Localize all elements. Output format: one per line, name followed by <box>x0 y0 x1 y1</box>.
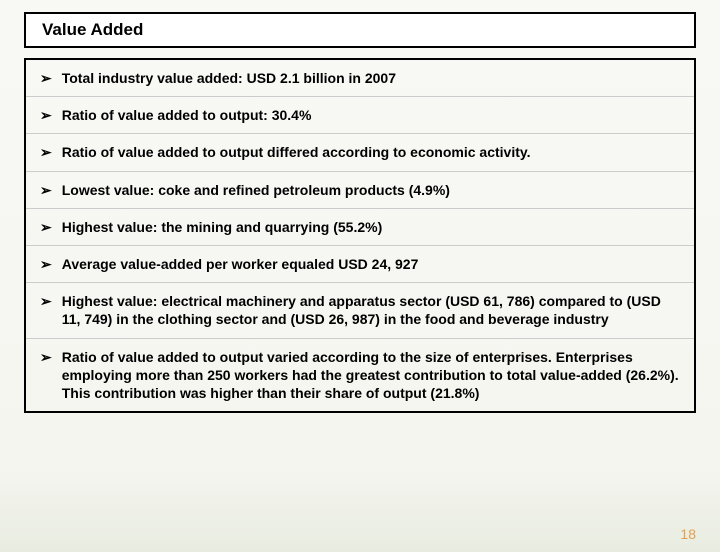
content-box: ➢ Total industry value added: USD 2.1 bi… <box>24 58 696 413</box>
bullet-glyph-icon: ➢ <box>40 181 52 199</box>
bullet-glyph-icon: ➢ <box>40 218 52 236</box>
bullet-item: ➢ Ratio of value added to output differe… <box>26 134 694 171</box>
bullet-text: Ratio of value added to output varied ac… <box>62 348 680 403</box>
bullet-text: Lowest value: coke and refined petroleum… <box>62 181 450 199</box>
bullet-text: Highest value: the mining and quarrying … <box>62 218 383 236</box>
bullet-item: ➢ Highest value: electrical machinery an… <box>26 283 694 338</box>
bullet-item: ➢ Highest value: the mining and quarryin… <box>26 209 694 246</box>
bullet-text: Total industry value added: USD 2.1 bill… <box>62 69 396 87</box>
bullet-glyph-icon: ➢ <box>40 348 52 366</box>
bullet-text: Average value-added per worker equaled U… <box>62 255 419 273</box>
title-box: Value Added <box>24 12 696 48</box>
bullet-glyph-icon: ➢ <box>40 106 52 124</box>
bullet-item: ➢ Ratio of value added to output: 30.4% <box>26 97 694 134</box>
bullet-item: ➢ Lowest value: coke and refined petrole… <box>26 172 694 209</box>
bullet-glyph-icon: ➢ <box>40 143 52 161</box>
bullet-text: Ratio of value added to output differed … <box>62 143 531 161</box>
bullet-item: ➢ Total industry value added: USD 2.1 bi… <box>26 60 694 97</box>
bullet-text: Ratio of value added to output: 30.4% <box>62 106 312 124</box>
bullet-glyph-icon: ➢ <box>40 255 52 273</box>
bullet-item: ➢ Average value-added per worker equaled… <box>26 246 694 283</box>
bullet-text: Highest value: electrical machinery and … <box>62 292 680 328</box>
bullet-glyph-icon: ➢ <box>40 69 52 87</box>
slide-title: Value Added <box>42 20 678 40</box>
bullet-item: ➢ Ratio of value added to output varied … <box>26 339 694 412</box>
bullet-glyph-icon: ➢ <box>40 292 52 310</box>
